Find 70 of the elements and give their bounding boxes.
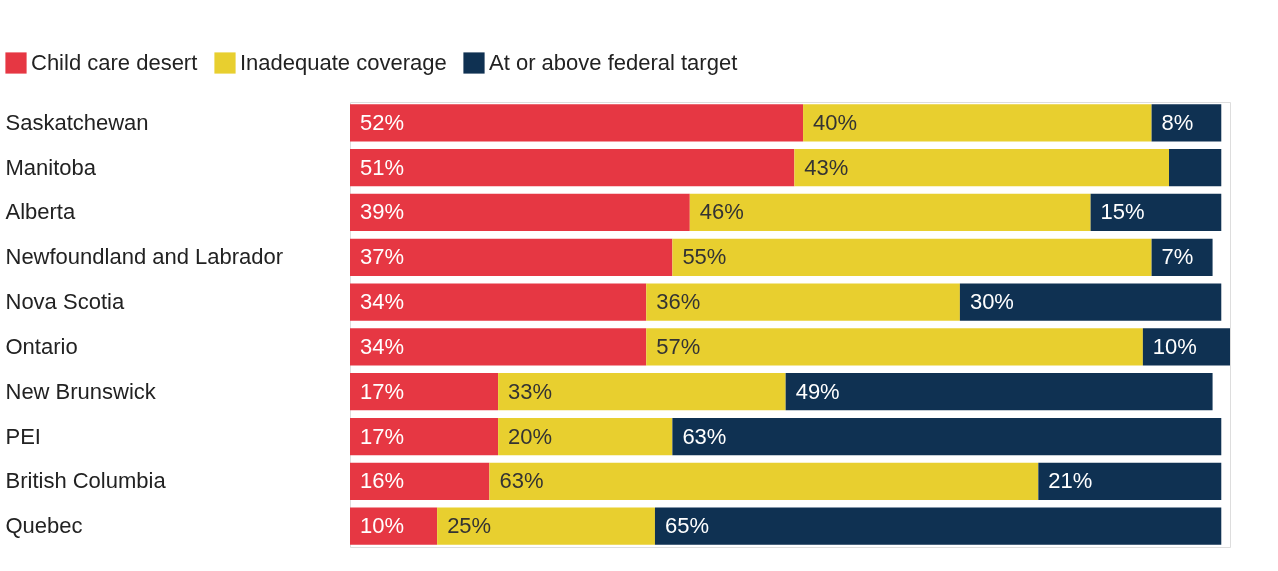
data-label: 43%	[804, 154, 849, 180]
data-label: 10%	[1152, 333, 1197, 359]
bar	[1142, 328, 1230, 366]
data-label: 34%	[360, 333, 405, 359]
bar	[350, 462, 490, 500]
y-tick-label: Quebec	[5, 513, 83, 539]
data-label: 40%	[813, 109, 858, 135]
data-label: 21%	[1048, 468, 1093, 494]
data-label: 10%	[360, 513, 405, 539]
bar	[1038, 462, 1222, 500]
bar	[646, 328, 1143, 366]
data-label: 57%	[656, 333, 701, 359]
data-label: 17%	[360, 423, 405, 449]
data-label: 46%	[699, 199, 744, 225]
data-label: 20%	[508, 423, 553, 449]
data-label: 37%	[360, 244, 405, 270]
data-label: 52%	[360, 109, 405, 135]
bar	[498, 417, 673, 456]
data-label: 7%	[1161, 244, 1194, 270]
y-tick-label: New Brunswick	[5, 378, 157, 404]
data-label: 17%	[360, 378, 405, 404]
bar	[959, 283, 1222, 321]
data-label: 30%	[969, 289, 1014, 315]
bar	[350, 149, 795, 187]
data-label: 63%	[682, 423, 727, 449]
y-tick-label: Manitoba	[5, 154, 97, 180]
y-tick-label: Saskatchewan	[5, 109, 149, 135]
data-label: 51%	[360, 154, 405, 180]
y-tick-label: British Columbia	[5, 468, 167, 494]
data-label: 36%	[656, 289, 701, 315]
bar	[350, 283, 647, 321]
data-label: 55%	[682, 244, 727, 270]
bar	[803, 104, 1152, 142]
bar	[785, 373, 1213, 411]
bar	[350, 104, 804, 142]
y-tick-label: Nova Scotia	[5, 289, 125, 315]
data-label: 33%	[508, 378, 553, 404]
bar	[498, 373, 786, 411]
legend-label: Child care desert	[31, 50, 198, 75]
bar	[794, 149, 1170, 187]
bar	[350, 417, 499, 456]
bar	[1169, 149, 1222, 187]
bar	[437, 507, 655, 545]
data-label: 65%	[664, 513, 709, 539]
data-label: 16%	[360, 468, 405, 494]
data-label: 8%	[1161, 109, 1194, 135]
bar	[489, 462, 1039, 500]
bar	[672, 238, 1152, 276]
bar	[672, 417, 1222, 456]
bar	[646, 283, 960, 321]
bar	[350, 328, 647, 366]
legend-label: At or above federal target	[489, 50, 738, 75]
y-tick-label: PEI	[5, 423, 41, 449]
data-label: 25%	[447, 513, 492, 539]
y-tick-label: Newfoundland and Labrador	[5, 244, 284, 270]
data-label: 34%	[360, 289, 405, 315]
bar	[350, 373, 499, 411]
y-tick-label: Alberta	[5, 199, 76, 225]
bar	[350, 238, 673, 276]
y-tick-label: Ontario	[5, 333, 78, 359]
bar	[1090, 193, 1222, 232]
bar	[1151, 238, 1213, 276]
bar	[689, 193, 1091, 232]
data-label: 15%	[1100, 199, 1145, 225]
data-label: 49%	[795, 378, 840, 404]
data-label: 39%	[360, 199, 405, 225]
bar	[654, 507, 1222, 545]
data-label: 63%	[499, 468, 544, 494]
bar	[350, 193, 690, 232]
legend-label: Inadequate coverage	[240, 50, 447, 75]
